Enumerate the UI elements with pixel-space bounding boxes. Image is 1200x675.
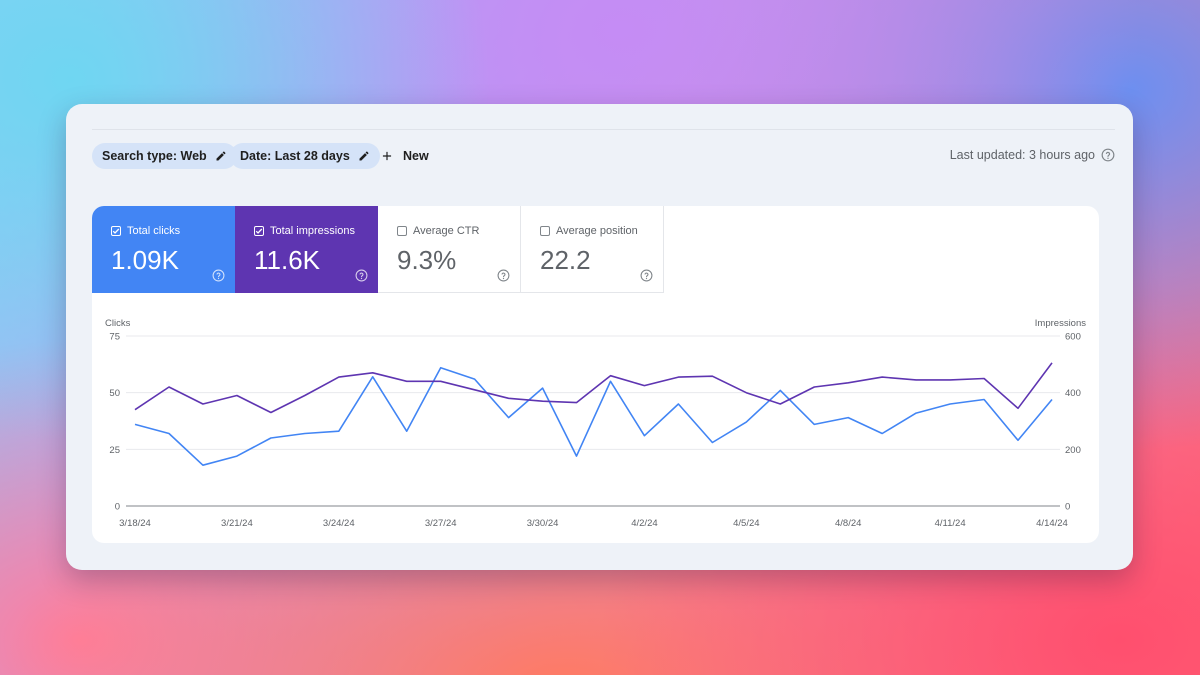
x-tick-label: 4/8/24 — [835, 518, 861, 529]
divider — [92, 129, 1115, 130]
y2-tick-label: 400 — [1065, 388, 1081, 399]
metric-label-row: Total clicks — [111, 225, 180, 237]
impressions-series-line — [134, 362, 1053, 414]
metric-total-clicks[interactable]: Total clicks 1.09K — [92, 206, 235, 293]
metric-total-impressions[interactable]: Total impressions 11.6K — [235, 206, 378, 293]
metric-label: Total impressions — [270, 225, 355, 237]
metric-value: 22.2 — [540, 245, 591, 275]
metric-average-ctr[interactable]: Average CTR 9.3% — [378, 206, 521, 293]
y-axis-title: Clicks — [105, 318, 131, 329]
help-circle-icon[interactable] — [212, 269, 225, 282]
x-tick-label: 4/14/24 — [1036, 518, 1068, 529]
new-filter-button[interactable]: New — [380, 145, 429, 167]
y2-tick-label: 200 — [1065, 445, 1081, 456]
metric-value: 11.6K — [254, 245, 321, 275]
x-tick-label: 3/27/24 — [425, 518, 457, 529]
x-tick-label: 4/11/24 — [935, 518, 966, 529]
metric-label: Average CTR — [413, 225, 480, 237]
x-tick-label: 4/5/24 — [733, 518, 759, 529]
y2-axis-title: Impressions — [1035, 318, 1086, 329]
metric-label-row: Total impressions — [254, 225, 355, 237]
clicks-series-line — [134, 366, 1053, 466]
y-tick-label: 50 — [109, 388, 120, 399]
search-type-filter-label: Search type: Web — [102, 149, 207, 163]
metric-value: 9.3% — [397, 245, 457, 275]
plus-icon — [382, 151, 392, 161]
date-filter-label: Date: Last 28 days — [240, 149, 350, 163]
help-circle-icon[interactable] — [640, 269, 653, 282]
x-tick-label: 3/30/24 — [527, 518, 559, 529]
y2-tick-label: 600 — [1065, 332, 1081, 343]
metric-value: 1.09K — [111, 245, 179, 275]
checkbox-icon[interactable] — [254, 226, 264, 236]
checkbox-icon[interactable] — [397, 226, 407, 236]
help-circle-icon[interactable] — [1101, 148, 1115, 162]
metric-label: Average position — [556, 225, 638, 237]
x-tick-label: 3/24/24 — [323, 518, 355, 529]
pencil-icon — [216, 151, 226, 161]
last-updated-text: Last updated: 3 hours ago — [949, 148, 1095, 162]
y-tick-label: 0 — [115, 502, 120, 513]
x-tick-label: 3/21/24 — [221, 518, 253, 529]
performance-line-chart[interactable]: Clicks Impressions 0 0 25 200 50 400 75 600 3/18/2… — [92, 293, 1099, 543]
metric-label: Total clicks — [127, 225, 181, 237]
pencil-icon — [359, 151, 369, 161]
help-circle-icon[interactable] — [355, 269, 368, 282]
checkbox-icon[interactable] — [540, 226, 550, 236]
y-tick-label: 75 — [109, 332, 120, 343]
performance-panel: Total clicks 1.09K Total impressions 11.… — [92, 206, 1099, 543]
metric-label-row: Average CTR — [397, 225, 479, 237]
help-circle-icon[interactable] — [497, 269, 510, 282]
metric-label-row: Average position — [540, 225, 638, 237]
y2-tick-label: 0 — [1065, 502, 1070, 513]
x-tick-label: 4/2/24 — [631, 518, 657, 529]
metric-average-position[interactable]: Average position 22.2 — [521, 206, 664, 293]
search-type-filter-chip[interactable]: Search type: Web — [92, 143, 237, 169]
new-filter-label: New — [403, 149, 429, 163]
performance-card: Search type: Web Date: Last 28 days New … — [66, 104, 1133, 570]
date-filter-chip[interactable]: Date: Last 28 days — [230, 143, 380, 169]
checkbox-icon[interactable] — [111, 226, 121, 236]
x-tick-label: 3/18/24 — [119, 518, 151, 529]
y-tick-label: 25 — [109, 445, 120, 456]
